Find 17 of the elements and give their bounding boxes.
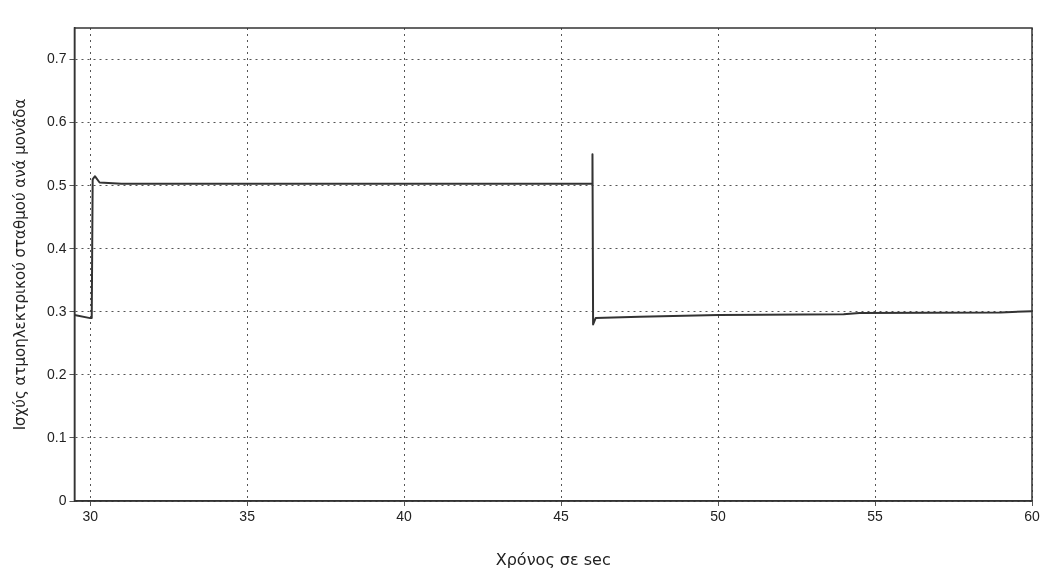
y-tick-label: 0.6 [46,113,67,130]
x-tick-label: 60 [1024,508,1040,525]
x-axis-title: Χρόνος σε sec [495,549,611,569]
y-tick-label: 0.3 [46,302,67,319]
x-tick-label: 55 [867,508,884,525]
y-tick-label: 0 [58,491,67,508]
x-tick-label: 30 [82,508,99,525]
y-axis-title: Ισχύς ατμοηλεκτρικού σταθμού ανά μονάδα [10,98,29,431]
y-tick-label: 0.7 [46,50,67,67]
y-tick-label: 0.5 [46,176,67,193]
x-tick-label: 50 [710,508,727,525]
y-tick-label: 0.2 [46,365,67,382]
y-tick-label: 0.4 [46,239,67,256]
y-tick-label: 0.1 [46,428,67,445]
x-tick-label: 40 [396,508,413,525]
x-tick-label: 35 [239,508,256,525]
x-tick-label: 45 [553,508,570,525]
